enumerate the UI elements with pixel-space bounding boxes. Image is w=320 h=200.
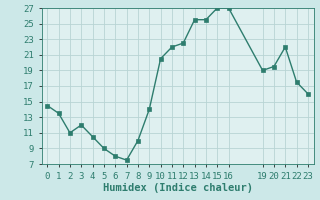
X-axis label: Humidex (Indice chaleur): Humidex (Indice chaleur) (103, 183, 252, 193)
